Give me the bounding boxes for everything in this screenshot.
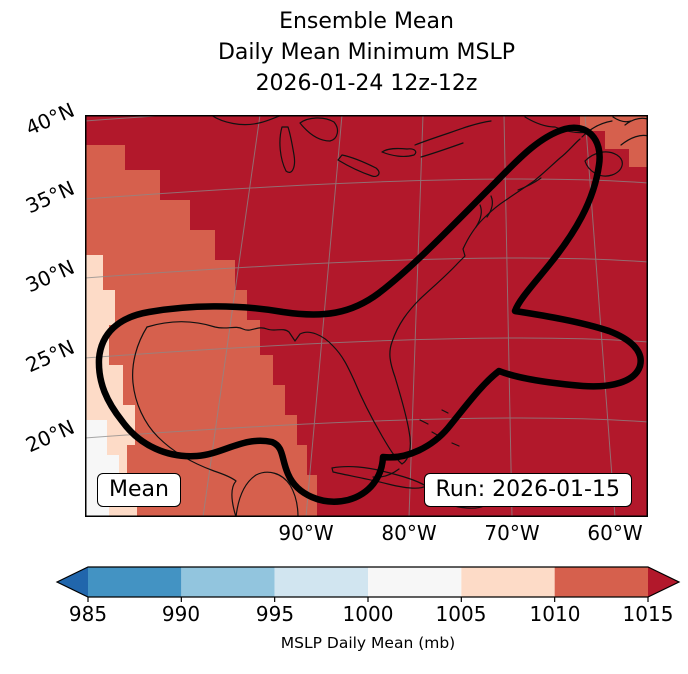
title-line-2: Daily Mean Minimum MSLP bbox=[217, 40, 515, 65]
bahamas-islands bbox=[419, 409, 460, 447]
colorbar-segment-985-990 bbox=[88, 567, 182, 597]
long-island bbox=[517, 177, 542, 191]
maine-st-lawrence bbox=[414, 116, 613, 158]
y-tick-35n: 35°N bbox=[22, 175, 78, 219]
x-tick-90w: 90°W bbox=[278, 521, 334, 545]
map-canvas bbox=[85, 115, 648, 517]
y-tick-20n: 20°N bbox=[22, 414, 78, 458]
meridian-80w bbox=[408, 115, 424, 517]
title-line-3: 2026-01-24 12z-12z bbox=[255, 71, 478, 96]
y-tick-25n: 25°N bbox=[22, 334, 78, 378]
top-right-land bbox=[612, 116, 648, 126]
parallel-20n bbox=[85, 417, 648, 439]
figure-title: Ensemble Mean Daily Mean Minimum MSLP 20… bbox=[85, 6, 648, 99]
cb-tick-1000: 1000 bbox=[342, 602, 394, 626]
x-tick-80w: 80°W bbox=[381, 521, 437, 545]
fill-region-1010-1015-west bbox=[85, 145, 317, 517]
ensemble-contour-outline bbox=[95, 124, 644, 505]
y-tick-40n: 40°N bbox=[22, 97, 78, 141]
colorbar bbox=[55, 566, 681, 602]
cb-tick-1005: 1005 bbox=[435, 602, 487, 626]
cb-tick-1010: 1010 bbox=[529, 602, 581, 626]
colorbar-segment-1005-1010 bbox=[461, 567, 555, 597]
fill-region-1010-1015-northeast bbox=[580, 115, 648, 167]
chesapeake-bays bbox=[475, 195, 493, 228]
map-axes: Mean Run: 2026-01-15 bbox=[85, 115, 648, 517]
colorbar-arrow-high bbox=[648, 567, 679, 597]
map-border bbox=[85, 115, 648, 517]
great-lakes bbox=[210, 115, 417, 178]
meridian-70w bbox=[503, 115, 513, 517]
colorbar-axis-label: MSLP Daily Mean (mb) bbox=[280, 634, 456, 652]
meridian-60w bbox=[584, 115, 616, 517]
parallel-25n bbox=[85, 337, 648, 359]
mean-label-box: Mean bbox=[97, 473, 181, 507]
mean-label-text: Mean bbox=[109, 477, 169, 502]
title-line-1: Ensemble Mean bbox=[279, 9, 454, 34]
x-tick-70w: 70°W bbox=[484, 521, 540, 545]
colorbar-tick-marks bbox=[87, 597, 649, 602]
y-tick-30n: 30°N bbox=[22, 254, 78, 298]
colorbar-segment-1010-1015 bbox=[554, 567, 648, 597]
cb-tick-1015: 1015 bbox=[622, 602, 674, 626]
gulf-atlantic-coast bbox=[146, 138, 581, 465]
colorbar-arrow-low bbox=[57, 567, 88, 597]
run-date-text: Run: 2026-01-15 bbox=[435, 477, 620, 502]
colorbar-segment-1000-1005 bbox=[368, 567, 462, 597]
cb-tick-985: 985 bbox=[68, 602, 108, 626]
cb-tick-990: 990 bbox=[161, 602, 201, 626]
colorbar-segment-995-1000 bbox=[274, 567, 368, 597]
colorbar-segment-990-995 bbox=[181, 567, 275, 597]
cb-tick-995: 995 bbox=[255, 602, 295, 626]
run-date-box: Run: 2026-01-15 bbox=[423, 473, 632, 507]
fill-region-1000-1005 bbox=[85, 420, 119, 517]
x-tick-60w: 60°W bbox=[587, 521, 643, 545]
